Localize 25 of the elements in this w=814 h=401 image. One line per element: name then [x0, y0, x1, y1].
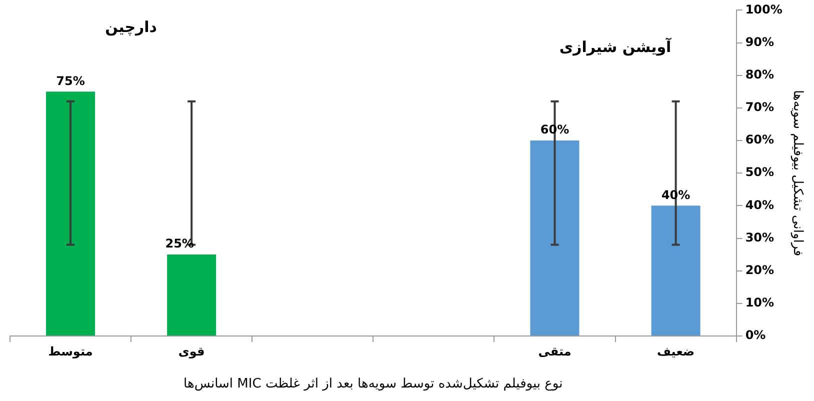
y-tick-label: 0%	[745, 328, 766, 342]
annotation: آویشن شیرازی	[559, 37, 672, 56]
bar	[651, 206, 700, 336]
y-tick-label: 60%	[745, 132, 774, 147]
x-tick-label: متوسط	[48, 344, 93, 358]
data-label: 75%	[56, 74, 85, 88]
y-axis-title: فراوانی تشکیل بیوفیلم سویه‌ها	[790, 90, 805, 256]
y-tick-label: 90%	[745, 34, 774, 49]
y-tick-label: 20%	[745, 262, 774, 277]
annotation: دارچین	[105, 18, 158, 36]
y-tick-label: 80%	[745, 67, 774, 82]
bar	[167, 254, 216, 336]
y-tick-label: 70%	[745, 100, 774, 114]
y-tick-label: 100%	[745, 2, 782, 16]
bar	[46, 92, 96, 336]
y-tick-label: 40%	[745, 198, 774, 212]
y-tick-label: 10%	[745, 296, 774, 310]
x-tick-label: ضعیف	[657, 344, 695, 358]
y-tick-label: 50%	[745, 165, 774, 180]
bar	[530, 140, 580, 336]
data-label: 25%	[165, 236, 194, 251]
x-tick-label: متقی	[538, 344, 572, 358]
x-axis-title: نوع بیوفیلم تشکیل‌شده توسط سویه‌ها بعد از اثر غلظت MIC اسانس‌ها	[184, 376, 563, 392]
x-tick-label: قوی	[178, 344, 205, 358]
y-tick-label: 30%	[745, 230, 774, 244]
